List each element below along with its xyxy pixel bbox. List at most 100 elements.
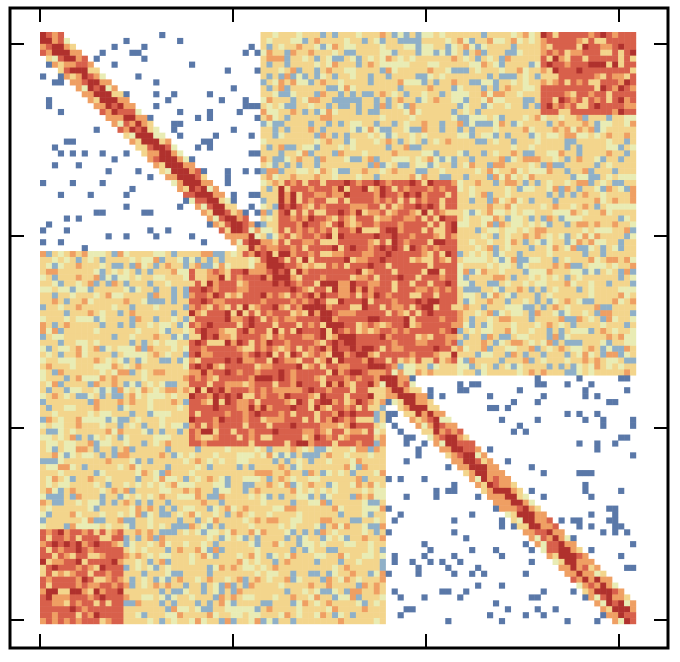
heatmap-cell [487, 203, 494, 210]
heatmap-cell [552, 132, 559, 139]
heatmap-cell [373, 126, 380, 133]
heatmap-cell [475, 256, 482, 264]
heatmap-cell [624, 209, 631, 216]
heatmap-cell [606, 185, 613, 193]
heatmap-cell [248, 268, 255, 275]
heatmap-cell [385, 292, 392, 299]
heatmap-cell [481, 55, 488, 62]
heatmap-cell [576, 215, 583, 222]
heatmap-cell [165, 387, 172, 394]
heatmap-cell [504, 37, 512, 45]
heatmap-cell [606, 67, 613, 74]
heatmap-cell [487, 67, 494, 74]
heatmap-cell [498, 280, 506, 287]
heatmap-cell [427, 32, 434, 39]
heatmap-cell [153, 162, 160, 169]
heatmap-cell [51, 292, 59, 299]
heatmap-cell [391, 280, 398, 287]
heatmap-cell [278, 381, 285, 388]
heatmap-cell [516, 180, 523, 187]
heatmap-cell [528, 333, 535, 341]
heatmap-cell [594, 180, 601, 187]
heatmap-cell [290, 387, 297, 394]
heatmap-cell [111, 387, 118, 394]
heatmap-cell [147, 333, 154, 341]
heatmap-cell [343, 381, 351, 388]
heatmap-cell [385, 37, 392, 45]
heatmap-cell [552, 150, 559, 157]
heatmap-cell [314, 114, 321, 121]
heatmap-cell [552, 322, 559, 329]
heatmap-cell [367, 292, 374, 299]
heatmap-cell [355, 114, 363, 121]
heatmap-cell [272, 37, 279, 45]
heatmap-cell [618, 286, 625, 293]
heatmap-cell [123, 132, 130, 139]
heatmap-cell [296, 328, 303, 335]
heatmap-cell [397, 138, 404, 145]
heatmap-cell [290, 180, 297, 187]
heatmap-cell [326, 43, 333, 50]
heatmap-cell [355, 103, 363, 110]
heatmap-cell [433, 286, 440, 293]
heatmap-cell [504, 215, 512, 222]
heatmap-cell [492, 268, 500, 275]
heatmap-cell [564, 316, 571, 323]
heatmap-cell [93, 339, 100, 346]
heatmap-cell [540, 286, 547, 293]
heatmap-cell [45, 32, 53, 39]
heatmap-cell [302, 67, 309, 74]
heatmap-cell [564, 292, 571, 299]
heatmap-cell [510, 108, 517, 116]
heatmap-cell [427, 162, 434, 169]
heatmap-cell [194, 268, 202, 275]
heatmap-cell [373, 239, 380, 246]
heatmap-cell [588, 280, 595, 287]
heatmap-cell [63, 328, 70, 335]
heatmap-cell [552, 49, 559, 56]
heatmap-cell [183, 310, 190, 317]
heatmap-cell [570, 103, 577, 110]
heatmap-cell [361, 363, 368, 370]
heatmap-cell [463, 298, 470, 305]
heatmap-cell [349, 85, 357, 92]
heatmap-cell [40, 227, 47, 234]
heatmap-cell [99, 150, 106, 157]
heatmap-cell [308, 268, 315, 275]
heatmap-cell [594, 168, 601, 175]
heatmap-cell [510, 245, 517, 252]
heatmap-cell [618, 221, 625, 228]
heatmap-cell [320, 221, 327, 228]
heatmap-cell [189, 174, 196, 181]
heatmap-cell [326, 138, 333, 145]
heatmap-cell [576, 256, 583, 264]
heatmap-cell [302, 363, 309, 370]
heatmap-cell [564, 227, 571, 234]
heatmap-cell [582, 322, 589, 329]
heatmap-cell [475, 61, 482, 68]
heatmap-cell [343, 274, 351, 281]
heatmap-cell [630, 185, 637, 193]
heatmap-cell [385, 339, 392, 346]
heatmap-cell [332, 67, 339, 74]
heatmap-cell [582, 239, 589, 246]
heatmap-cell [445, 49, 452, 56]
heatmap-cell [272, 245, 279, 252]
heatmap-cell [481, 333, 488, 341]
heatmap-cell [618, 67, 625, 74]
heatmap-cell [87, 339, 94, 346]
heatmap-cell [212, 185, 219, 193]
heatmap-cell [135, 114, 142, 121]
heatmap-cell [194, 185, 202, 193]
heatmap-cell [338, 174, 345, 181]
heatmap-cell [540, 55, 547, 62]
heatmap-cell [296, 85, 303, 92]
heatmap-cell [332, 162, 339, 169]
heatmap-cell [409, 203, 416, 210]
heatmap-cell [194, 280, 202, 287]
heatmap-cell [421, 369, 428, 376]
heatmap-cell [290, 32, 297, 39]
heatmap-cell [248, 233, 255, 240]
heatmap-cell [451, 156, 458, 163]
heatmap-cell [606, 227, 613, 234]
